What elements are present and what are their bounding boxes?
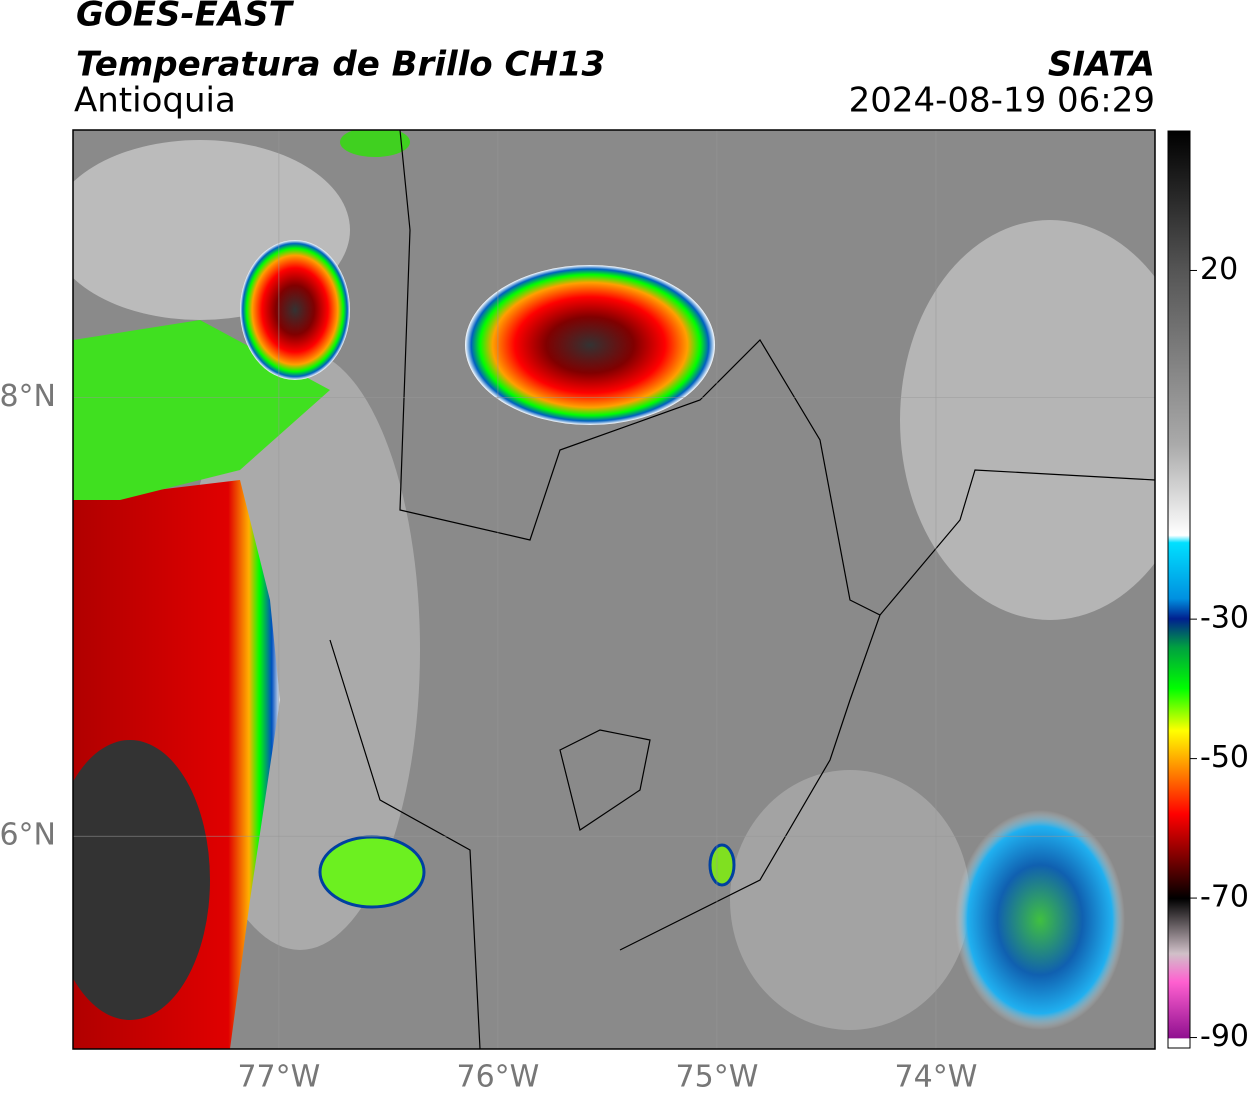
x-tick-label: 77°W: [237, 1060, 320, 1095]
colorbar: [1167, 130, 1191, 1049]
colorbar-tick-label: -70: [1200, 880, 1249, 915]
satellite-image: [73, 130, 1155, 1049]
y-tick-label: 6°N: [0, 818, 56, 853]
colorbar-tick-label: -90: [1200, 1019, 1249, 1054]
region: Antioquia: [74, 81, 236, 121]
grid: [73, 130, 1155, 1049]
colorbar-tick-label: -30: [1200, 601, 1249, 636]
x-tick-label: 76°W: [456, 1060, 539, 1095]
x-tick-label: 74°W: [895, 1060, 978, 1095]
title: GOES-EAST: [76, 0, 295, 35]
datetime: 2024-08-19 06:29: [849, 81, 1155, 121]
subtitle: Temperatura de Brillo CH13: [76, 45, 605, 85]
colorbar-tick-label: 20: [1200, 252, 1238, 287]
map-frame: [72, 129, 1156, 1050]
colorbar-tick-label: -50: [1200, 740, 1249, 775]
y-tick-label: 8°N: [0, 379, 56, 414]
source: SIATA: [1048, 45, 1155, 85]
x-tick-label: 75°W: [676, 1060, 759, 1095]
